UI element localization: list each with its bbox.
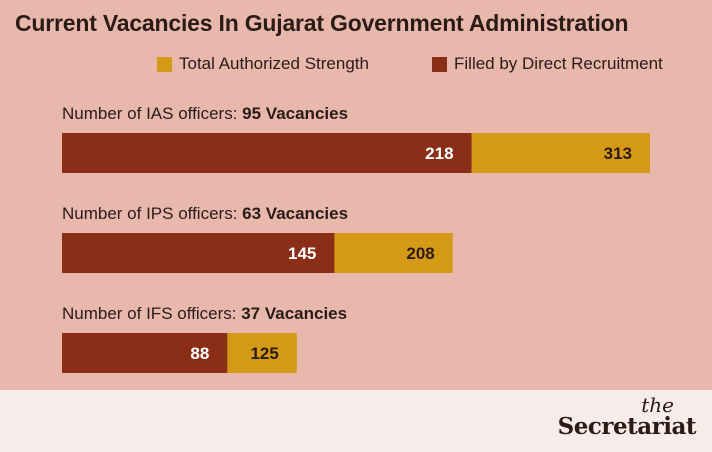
brand-name: Secretariat: [557, 413, 697, 440]
vacancy-count: 37 Vacancies: [241, 304, 348, 323]
bar-value-total-ifs: 125: [250, 344, 278, 363]
row-label-ips: Number of IPS officers: 63 Vacancies: [62, 204, 348, 224]
row-label-ias: Number of IAS officers: 95 Vacancies: [62, 104, 348, 124]
brand-logo: the Secretariat: [557, 393, 697, 440]
legend: Total Authorized Strength Filled by Dire…: [0, 54, 712, 78]
bar-value-total-ips: 208: [406, 244, 434, 263]
row-label-prefix: Number of IAS officers:: [62, 104, 243, 123]
row-label-prefix: Number of IPS officers:: [62, 204, 243, 223]
vacancy-count: 95 Vacancies: [242, 104, 349, 123]
legend-label-filled: Filled by Direct Recruitment: [454, 54, 663, 73]
bar-value-total-ias: 313: [604, 144, 632, 163]
vacancy-count: 63 Vacancies: [242, 204, 349, 223]
bar-filled-ias: [62, 133, 472, 173]
bar-value-filled-ifs: 88: [190, 344, 209, 363]
legend-label-total: Total Authorized Strength: [179, 54, 369, 73]
bar-filled-ips: [62, 233, 335, 273]
bar-value-filled-ias: 218: [425, 144, 453, 163]
row-label-ifs: Number of IFS officers: 37 Vacancies: [62, 304, 347, 324]
footer: the Secretariat: [0, 390, 712, 452]
bar-chart-plot: 218 313 145 208 88 125: [62, 133, 650, 373]
bar-value-filled-ips: 145: [288, 244, 316, 263]
row-label-prefix: Number of IFS officers:: [62, 304, 242, 323]
legend-item-total: Total Authorized Strength: [157, 54, 369, 74]
legend-item-filled: Filled by Direct Recruitment: [432, 54, 663, 74]
bar-filled-ifs: [62, 333, 228, 373]
chart-title: Current Vacancies In Gujarat Government …: [15, 10, 629, 36]
legend-swatch-total: [157, 56, 172, 72]
brand-the: the: [641, 393, 674, 417]
legend-swatch-filled: [432, 56, 447, 72]
